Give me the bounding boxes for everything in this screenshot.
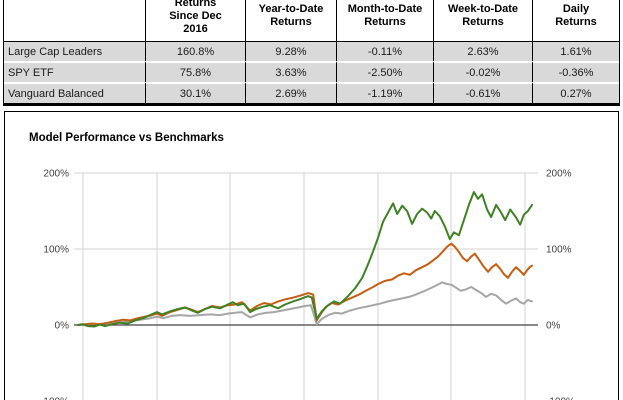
cell-van-since: 30.1% xyxy=(146,82,246,103)
table-header-blank xyxy=(4,0,146,42)
y-axis-label-left-1: 100% xyxy=(43,245,69,256)
cell-lcl-wtd: 2.63% xyxy=(434,42,533,61)
row-label-spy-etf: SPY ETF xyxy=(4,61,146,82)
row-label-vanguard-balanced: Vanguard Balanced xyxy=(4,82,146,103)
performance-chart-panel: Model Performance vs Benchmarks 200% 200%… xyxy=(4,111,619,400)
series-line-large-cap-leaders xyxy=(77,191,533,328)
cell-lcl-ytd: 9.28% xyxy=(246,42,337,61)
y-axis-label-left-3: -100% xyxy=(40,397,69,400)
cell-spy-daily: -0.36% xyxy=(533,61,619,82)
y-axis-label-left-0: 200% xyxy=(43,169,69,180)
cell-lcl-daily: 1.61% xyxy=(533,42,619,61)
cell-spy-mtd: -2.50% xyxy=(337,61,434,82)
cell-lcl-since: 160.8% xyxy=(146,42,246,61)
returns-table: Returns Since Dec 2016 Year-to-Date Retu… xyxy=(3,0,620,106)
chart-title: Model Performance vs Benchmarks xyxy=(29,132,224,144)
table-header-ytd: Year-to-Date Returns xyxy=(246,0,337,42)
cell-spy-since: 75.8% xyxy=(146,61,246,82)
cell-van-daily: 0.27% xyxy=(533,82,619,103)
cell-spy-ytd: 3.63% xyxy=(246,61,337,82)
y-axis-label-right-3: -100% xyxy=(546,397,575,400)
y-axis-label-left-2: 0% xyxy=(55,321,70,332)
y-axis-label-right-0: 200% xyxy=(546,169,572,180)
table-header-wtd: Week-to-Date Returns xyxy=(434,0,533,42)
table-header-mtd: Month-to-Date Returns xyxy=(337,0,434,42)
cell-spy-wtd: -0.02% xyxy=(434,61,533,82)
series-line-spy-etf xyxy=(77,242,533,326)
cell-van-mtd: -1.19% xyxy=(337,82,434,103)
y-axis-label-right-1: 100% xyxy=(546,245,572,256)
table-header-daily: Daily Returns xyxy=(533,0,619,42)
cell-van-ytd: 2.69% xyxy=(246,82,337,103)
cell-van-wtd: -0.61% xyxy=(434,82,533,103)
y-axis-label-right-2: 0% xyxy=(546,321,561,332)
row-label-large-cap-leaders: Large Cap Leaders xyxy=(4,42,146,61)
performance-chart-svg: 200% 200% 100% 100% 0% 0% -100% -100% xyxy=(40,169,575,400)
series-line-vanguard-balanced xyxy=(77,281,533,326)
table-header-since-dec-2016: Returns Since Dec 2016 xyxy=(146,0,246,42)
cell-lcl-mtd: -0.11% xyxy=(337,42,434,61)
